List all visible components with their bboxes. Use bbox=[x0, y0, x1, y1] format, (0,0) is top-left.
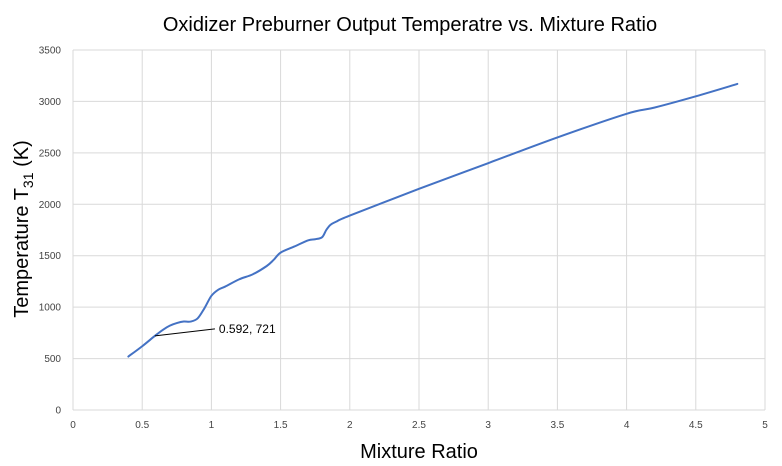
x-tick-label: 3 bbox=[485, 420, 491, 431]
y-tick-label: 1500 bbox=[39, 251, 62, 262]
x-tick-label: 5 bbox=[762, 420, 768, 431]
y-tick-labels: 0 500 1000 1500 2000 2500 3000 3500 bbox=[39, 46, 62, 417]
x-tick-label: 2.5 bbox=[412, 420, 426, 431]
x-tick-label: 2 bbox=[347, 420, 353, 431]
series-line bbox=[127, 82, 739, 358]
y-axis-title-unit: (K) bbox=[11, 140, 33, 172]
x-tick-label: 1.5 bbox=[274, 420, 288, 431]
x-tick-label: 4.5 bbox=[689, 420, 703, 431]
y-axis-title: Temperature T31 (K) bbox=[11, 140, 36, 317]
chart-title: Oxidizer Preburner Output Temperatre vs.… bbox=[163, 14, 657, 36]
y-axis-title-subscript: 31 bbox=[20, 172, 36, 188]
x-tick-label: 3.5 bbox=[550, 420, 564, 431]
annotation-leader-line bbox=[154, 328, 215, 337]
x-tick-label: 0 bbox=[70, 420, 76, 431]
y-tick-label: 500 bbox=[44, 354, 61, 365]
y-axis-title-main: Temperature T bbox=[11, 188, 33, 318]
x-tick-label: 1 bbox=[209, 420, 215, 431]
y-tick-label: 0 bbox=[55, 406, 61, 417]
y-tick-label: 3500 bbox=[39, 46, 62, 57]
x-tick-label: 4 bbox=[624, 420, 630, 431]
y-tick-label: 2500 bbox=[39, 148, 62, 159]
annotation-label: 0.592, 721 bbox=[219, 322, 276, 336]
y-tick-label: 3000 bbox=[39, 97, 62, 108]
x-tick-labels: 0 0.5 1 1.5 2 2.5 3 3.5 4 4.5 5 bbox=[70, 420, 768, 431]
x-tick-label: 0.5 bbox=[135, 420, 149, 431]
gridlines bbox=[72, 49, 766, 411]
y-tick-label: 1000 bbox=[39, 303, 62, 314]
y-tick-label: 2000 bbox=[39, 200, 62, 211]
x-axis-title: Mixture Ratio bbox=[360, 441, 478, 463]
